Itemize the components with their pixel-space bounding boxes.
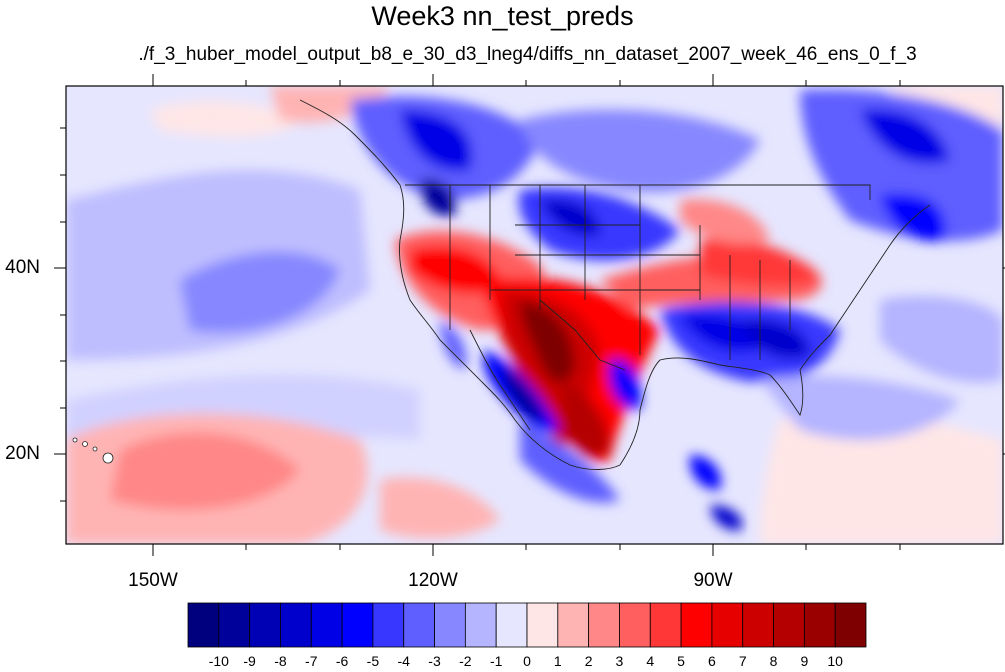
lon-label-90w: 90W xyxy=(693,570,733,591)
lat-label-40n: 40N xyxy=(5,257,40,278)
hawaii-islands xyxy=(72,437,114,464)
colorbar-swatch xyxy=(249,602,281,648)
data-field xyxy=(66,86,1003,544)
colorbar-swatch xyxy=(403,602,435,648)
colorbar-tick-label: -3 xyxy=(428,653,441,669)
colorbar-swatch xyxy=(834,602,867,648)
colorbar-swatch xyxy=(434,602,466,648)
colorbar-swatch xyxy=(372,602,405,648)
lon-label-150w: 150W xyxy=(128,570,178,591)
lon-label-120w: 120W xyxy=(408,570,458,591)
colorbar-tick-label: 0 xyxy=(523,653,531,669)
colorbar-swatch xyxy=(773,602,805,648)
colorbar-tick-label: 10 xyxy=(827,653,843,669)
colorbar-swatch xyxy=(711,602,744,648)
colorbar-tick-label: -8 xyxy=(274,653,287,669)
colorbar-tick-label: 2 xyxy=(584,653,593,669)
colorbar xyxy=(187,602,867,648)
colorbar-swatch xyxy=(588,602,620,648)
colorbar-tick-label: -6 xyxy=(335,653,349,669)
colorbar-swatch xyxy=(649,602,682,648)
colorbar-swatch xyxy=(557,602,590,648)
colorbar-tick-label: -9 xyxy=(243,653,256,669)
colorbar-swatch xyxy=(742,602,774,648)
colorbar-swatch xyxy=(310,602,343,648)
coastlines xyxy=(299,99,931,470)
colorbar-tick-label: 3 xyxy=(615,653,624,669)
colorbar-tick-label: -5 xyxy=(366,653,380,669)
colorbar-swatch xyxy=(619,602,651,648)
colorbar-tick-label: -7 xyxy=(305,653,318,669)
plot-subtitle: ./f_3_huber_model_output_b8_e_30_d3_lneg… xyxy=(138,44,917,65)
colorbar-tick-label: 4 xyxy=(646,653,655,669)
lat-label-20n: 20N xyxy=(5,443,40,464)
field-anomalies xyxy=(66,86,1003,544)
colorbar-tick-label: -10 xyxy=(208,653,229,669)
colorbar-tick-label: -1 xyxy=(489,653,503,669)
colorbar-tick-label: 1 xyxy=(553,653,562,669)
colorbar-tick-label: 6 xyxy=(708,653,716,669)
colorbar-swatch xyxy=(680,602,713,648)
colorbar-tick-label: 8 xyxy=(769,653,778,669)
colorbar-swatch xyxy=(526,602,559,648)
plot-title: Week3 nn_test_preds xyxy=(371,1,634,31)
colorbar-swatch xyxy=(803,602,836,648)
colorbar-swatch xyxy=(495,602,528,648)
colorbar-swatch xyxy=(341,602,374,648)
colorbar-tick-label: 9 xyxy=(800,653,809,669)
axis-ticks xyxy=(54,74,1005,556)
colorbar-swatch xyxy=(464,602,497,648)
colorbar-swatch xyxy=(218,602,251,648)
colorbar-tick-label: 7 xyxy=(738,653,747,669)
colorbar-tick-label: -4 xyxy=(397,653,410,669)
colorbar-tick-label: -2 xyxy=(459,653,472,669)
colorbar-tick-label: 5 xyxy=(677,653,685,669)
colorbar-swatch xyxy=(187,602,220,648)
colorbar-swatch xyxy=(280,602,312,648)
